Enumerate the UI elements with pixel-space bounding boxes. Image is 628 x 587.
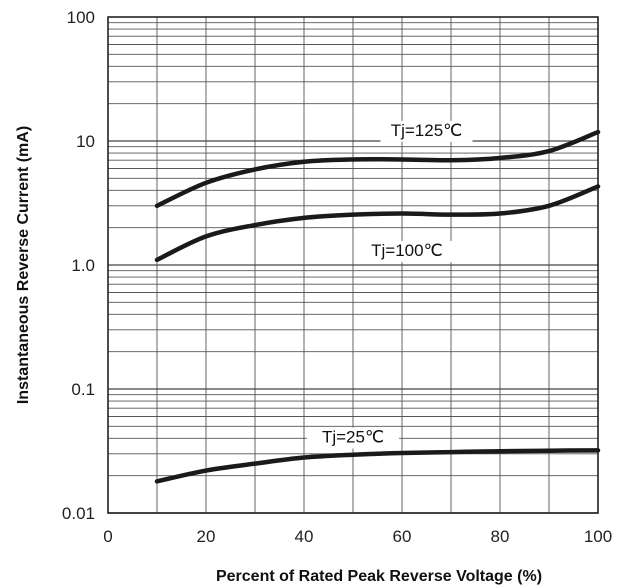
curve-tj-100 <box>154 184 601 263</box>
x-tick-label: 60 <box>393 527 412 546</box>
y-axis-title: Instantaneous Reverse Current (mA) <box>15 126 32 404</box>
label-tj-125: Tj=125℃ <box>391 121 463 140</box>
label-tj-25: Tj=25℃ <box>322 428 384 447</box>
curve-label-background <box>360 241 453 263</box>
x-tick-label: 80 <box>491 527 510 546</box>
y-tick-labels: 0.01 0.1 1.0 10 100 <box>62 8 95 523</box>
x-tick-label: 100 <box>584 527 612 546</box>
curve-tj-125 <box>154 129 601 209</box>
y-tick-label: 0.1 <box>71 380 95 399</box>
curve-label-background <box>307 427 399 449</box>
y-tick-label: 10 <box>76 132 95 151</box>
x-tick-label: 0 <box>103 527 112 546</box>
x-axis-title: Percent of Rated Peak Reverse Voltage (%… <box>216 568 542 585</box>
curves <box>154 129 601 484</box>
x-tick-label: 40 <box>295 527 314 546</box>
y-tick-label: 0.01 <box>62 504 95 523</box>
y-tick-label: 1.0 <box>71 256 95 275</box>
curve-label-background <box>380 120 473 142</box>
y-tick-label: 100 <box>67 8 95 27</box>
label-tj-100: Tj=100℃ <box>371 241 443 260</box>
x-tick-label: 20 <box>197 527 216 546</box>
plot-frame <box>107 16 599 514</box>
curve-tj-25 <box>154 448 601 484</box>
curve-labels: Tj=125℃ Tj=100℃ Tj=25℃ <box>307 120 473 449</box>
x-tick-labels: 0 20 40 60 80 100 <box>103 527 612 546</box>
